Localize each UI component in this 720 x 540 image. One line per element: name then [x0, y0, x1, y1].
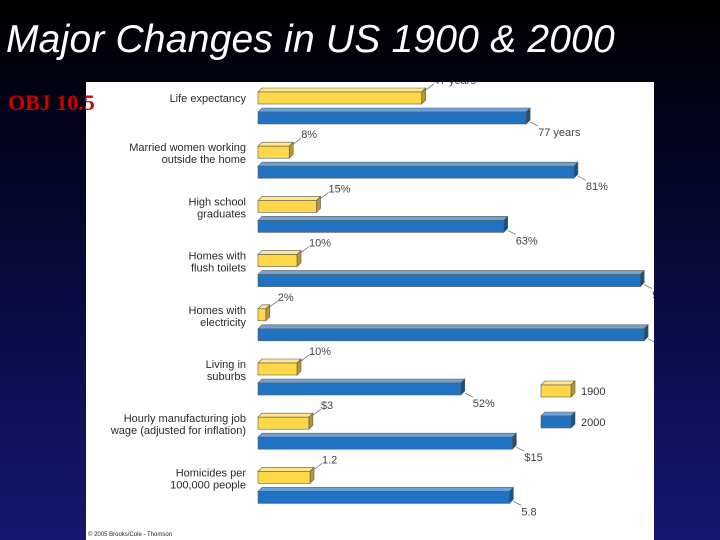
bar-2000-5 — [257, 378, 466, 396]
connector-2000-0 — [529, 121, 539, 127]
bar-1900-6 — [257, 412, 314, 430]
copyright-credit: © 2005 Brooks/Cole - Thomson — [88, 532, 173, 538]
connector-2000-2 — [507, 230, 516, 235]
connector-2000-4 — [647, 338, 654, 343]
category-label-6-1: wage (adjusted for inflation) — [110, 425, 246, 437]
value-label-1900-0: 47 years — [434, 82, 477, 87]
bar-1900-4 — [257, 304, 271, 322]
bar-1900-7 — [257, 466, 315, 485]
value-label-1900-7: 1.2 — [322, 454, 337, 466]
legend-label-2000: 2000 — [581, 417, 605, 429]
category-label-6-0: Hourly manufacturing job — [124, 413, 246, 425]
connector-1900-2 — [320, 192, 329, 199]
connector-1900-5 — [300, 354, 310, 362]
bar-2000-0 — [257, 107, 531, 125]
value-label-2000-3: 98% — [652, 290, 654, 302]
connector-1900-1 — [292, 137, 302, 145]
value-label-1900-3: 10% — [309, 238, 331, 250]
chart: Life expectancy 47 years 77 years Married w… — [110, 82, 654, 518]
slide-title: Major Changes in US 1900 & 2000 — [6, 18, 615, 61]
connector-2000-5 — [464, 392, 473, 398]
connector-1900-3 — [300, 246, 310, 253]
legend-swatch-2000 — [540, 411, 576, 429]
bar-2000-1 — [257, 161, 579, 179]
bar-2000-3 — [257, 269, 645, 288]
value-label-2000-2: 63% — [516, 235, 538, 247]
category-label-5-0: Living in — [206, 359, 246, 371]
value-label-2000-6: $15 — [524, 452, 542, 464]
legend-label-1900: 1900 — [581, 386, 605, 398]
value-label-1900-5: 10% — [309, 346, 331, 358]
connector-1900-7 — [313, 463, 323, 470]
bar-1900-5 — [257, 358, 302, 376]
connector-2000-6 — [516, 446, 525, 452]
bar-2000-6 — [257, 432, 518, 450]
connector-2000-1 — [577, 175, 587, 181]
category-label-2-1: graduates — [197, 208, 246, 220]
objective-label: OBJ 10.5 — [8, 90, 95, 115]
category-label-3-1: flush toilets — [191, 263, 247, 275]
value-label-1900-1: 8% — [301, 129, 317, 141]
category-label-7-1: 100,000 people — [170, 479, 246, 491]
bar-1900-1 — [257, 141, 294, 159]
value-label-2000-7: 5.8 — [521, 506, 536, 518]
value-label-2000-0: 77 years — [538, 127, 581, 139]
value-label-2000-5: 52% — [473, 398, 495, 410]
connector-2000-3 — [644, 284, 653, 289]
bar-1900-0 — [257, 87, 427, 105]
category-label-1-0: Married women working — [129, 142, 246, 154]
category-label-4-1: electricity — [200, 317, 246, 329]
bar-1900-2 — [257, 195, 322, 214]
category-label-4-0: Homes with — [189, 305, 246, 317]
category-label-5-1: suburbs — [207, 371, 247, 383]
value-label-1900-6: $3 — [321, 400, 333, 412]
category-label-0-0: Life expectancy — [170, 93, 247, 105]
bar-2000-4 — [257, 324, 649, 342]
category-label-1-1: outside the home — [162, 154, 246, 166]
value-label-1900-2: 15% — [329, 183, 351, 195]
chart-panel: Life expectancy 47 years 77 years Married w… — [86, 82, 654, 540]
bar-2000-7 — [257, 486, 515, 505]
bar-2000-2 — [257, 215, 509, 234]
legend-swatch-1900 — [540, 380, 576, 398]
value-label-2000-1: 81% — [586, 181, 608, 193]
category-label-7-0: Homicides per — [176, 467, 247, 479]
category-label-2-0: High school — [189, 196, 246, 208]
connector-1900-4 — [269, 300, 279, 308]
connector-1900-0 — [425, 83, 434, 91]
connector-2000-7 — [513, 501, 522, 506]
category-label-3-0: Homes with — [189, 251, 246, 263]
value-label-1900-4: 2% — [278, 292, 294, 304]
connector-1900-6 — [312, 408, 322, 416]
bar-1900-3 — [257, 249, 302, 268]
